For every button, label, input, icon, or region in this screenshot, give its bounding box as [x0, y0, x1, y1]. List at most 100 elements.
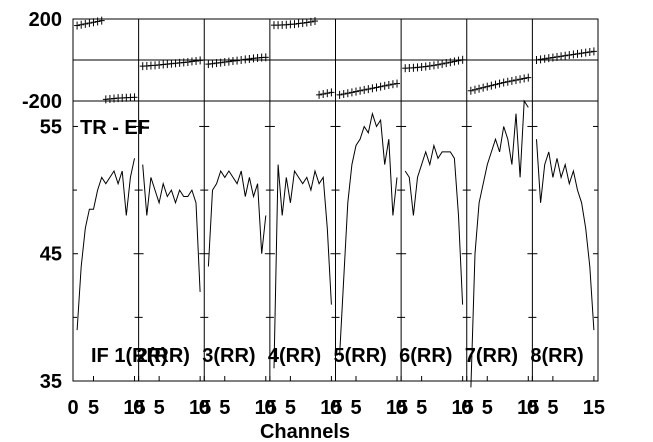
- panel-label: 6(RR): [399, 345, 452, 367]
- amplitude-series-line: [404, 143, 464, 305]
- panel-label: 2(RR): [137, 345, 190, 367]
- phase-point: [262, 53, 269, 62]
- x-tick-label: 15: [255, 397, 277, 419]
- x-axis-label: Channels: [260, 421, 350, 442]
- phase-point: [184, 58, 191, 67]
- phase-point: [299, 19, 306, 28]
- phase-point: [217, 58, 224, 67]
- phase-point: [316, 90, 323, 99]
- x-tick-label: 5: [219, 397, 230, 419]
- phase-point: [385, 81, 392, 90]
- amplitude-tick-label: 45: [40, 244, 62, 266]
- phase-point: [480, 83, 487, 92]
- phase-point: [492, 80, 499, 89]
- phase-point: [562, 51, 569, 60]
- panel-label: 4(RR): [268, 345, 321, 367]
- x-tick-label: 0: [264, 397, 275, 419]
- x-tick-label: 15: [386, 397, 408, 419]
- x-tick-label: 0: [461, 397, 472, 419]
- amplitude-series-line: [470, 99, 529, 388]
- phase-point: [430, 61, 437, 70]
- phase-point: [521, 74, 528, 83]
- phase-point: [377, 82, 384, 91]
- panel-label: 7(RR): [465, 345, 518, 367]
- phase-point: [307, 17, 314, 26]
- phase-point: [389, 80, 396, 89]
- amplitude-series-line: [142, 164, 201, 292]
- phase-point: [193, 57, 200, 66]
- phase-point: [320, 90, 327, 99]
- x-tick-label: 0: [133, 397, 144, 419]
- phase-point: [590, 47, 597, 56]
- x-tick-label: 0: [330, 397, 341, 419]
- phase-point: [82, 19, 89, 28]
- phase-point: [225, 57, 232, 66]
- phase-tick-label: 200: [29, 9, 62, 31]
- phase-point: [348, 88, 355, 97]
- panel-frames: [72, 18, 599, 382]
- phase-point: [344, 89, 351, 98]
- panel-label: 8(RR): [530, 345, 583, 367]
- chart-title: TR - EF: [80, 117, 150, 139]
- phase-point: [340, 90, 347, 99]
- phase-point: [471, 85, 478, 94]
- phase-point: [94, 17, 101, 26]
- phase-point: [353, 87, 360, 96]
- phase-point: [496, 79, 503, 88]
- x-tick-label: 0: [527, 397, 538, 419]
- x-tick-label: 5: [285, 397, 296, 419]
- x-tick-label: 15: [452, 397, 474, 419]
- phase-point: [328, 88, 335, 97]
- phase-point: [558, 52, 565, 61]
- phase-point: [90, 18, 97, 27]
- phase-point: [373, 83, 380, 92]
- phase-point: [553, 52, 560, 61]
- x-tick-label: 5: [416, 397, 427, 419]
- phase-point: [484, 82, 491, 91]
- phase-point: [574, 49, 581, 58]
- phase-point: [500, 78, 507, 87]
- plot-area: IF 1(RR)2(RR) 3(RR) 4(RR) 5(RR) 6(RR) 7(RR) 8(…: [74, 16, 597, 388]
- phase-point: [303, 18, 310, 27]
- phase-point: [197, 56, 204, 65]
- phase-point: [582, 48, 589, 57]
- amplitude-series-line: [339, 111, 398, 356]
- x-tick-label: 15: [517, 397, 539, 419]
- amplitude-series-line: [207, 169, 267, 267]
- amplitude-tick-label: 55: [40, 116, 62, 138]
- phase-point: [365, 85, 372, 94]
- phase-point: [533, 56, 540, 64]
- phase-point: [512, 76, 519, 85]
- phase-point: [336, 90, 343, 99]
- amplitude-series-line: [536, 139, 595, 331]
- axes: 0 5 150 5 150 5 150 5 150 5 150 5 150 5 150 5 15200-2005…: [22, 9, 605, 419]
- x-tick-label: 5: [482, 397, 493, 419]
- phase-point: [451, 57, 458, 66]
- phase-point: [549, 53, 556, 62]
- panel-label: IF 1(RR): [91, 345, 168, 367]
- x-tick-label: 5: [88, 397, 99, 419]
- phase-point: [98, 16, 105, 25]
- phase-point: [541, 54, 548, 63]
- amplitude-tick-label: 35: [40, 371, 62, 393]
- phase-point: [504, 77, 511, 86]
- phase-point: [209, 59, 216, 68]
- x-tick-label: 0: [396, 397, 407, 419]
- phase-point: [246, 54, 253, 63]
- phase-point: [78, 20, 85, 29]
- phase-point: [238, 56, 245, 64]
- phase-point: [525, 73, 532, 82]
- phase-point: [381, 81, 388, 90]
- phase-point: [435, 60, 442, 69]
- phase-point: [537, 55, 544, 64]
- phase-point: [131, 93, 138, 102]
- x-tick-label: 15: [189, 397, 211, 419]
- phase-point: [447, 58, 454, 67]
- phase-point: [517, 75, 524, 84]
- phase-point: [74, 21, 81, 30]
- x-tick-label: 5: [547, 397, 558, 419]
- phase-point: [508, 76, 515, 85]
- phase-point: [443, 59, 450, 68]
- amplitude-series-line: [273, 164, 332, 369]
